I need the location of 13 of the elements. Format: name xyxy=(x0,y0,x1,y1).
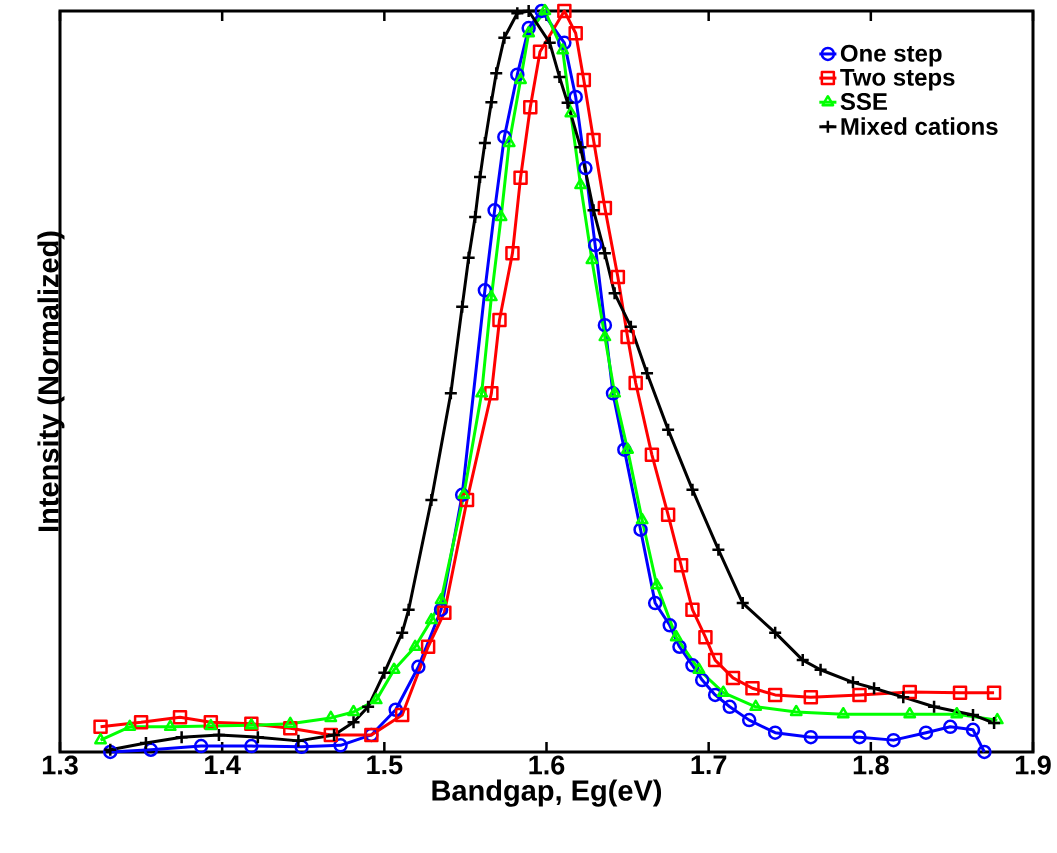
x-tick-label: 1.6 xyxy=(529,755,565,775)
legend-label: Two steps xyxy=(840,69,955,91)
x-tick-label: 1.4 xyxy=(205,755,241,775)
y-axis-title: Intensity (Normalized) xyxy=(37,231,65,532)
x-tick-label: 1.5 xyxy=(367,755,403,775)
legend-label: One step xyxy=(840,44,942,67)
x-axis-title: Bandgap, Eg(eV) xyxy=(432,779,662,807)
x-tick-label: 1.7 xyxy=(691,755,727,775)
x-tick-label: 1.3 xyxy=(42,755,78,775)
x-tick-label: 1.8 xyxy=(853,755,889,775)
legend-label: Mixed cations xyxy=(841,117,998,135)
legend-label: SSE xyxy=(840,93,887,111)
x-tick-label: 1.9 xyxy=(1015,755,1051,775)
